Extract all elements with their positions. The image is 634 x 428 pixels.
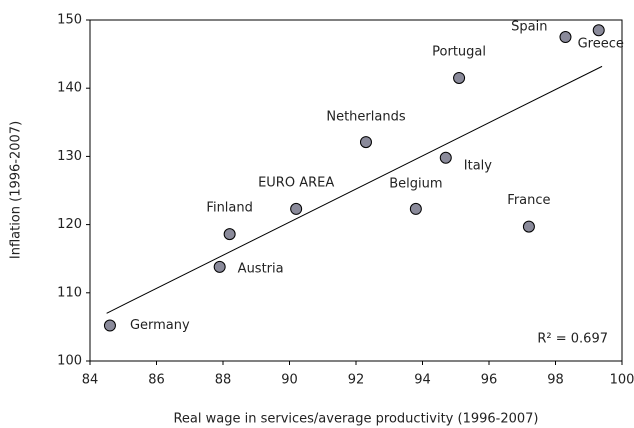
point	[439, 151, 452, 164]
point	[409, 202, 422, 215]
point	[522, 220, 535, 233]
x-tick-label: 84	[82, 373, 99, 388]
annotation: R² = 0.697	[537, 332, 608, 347]
x-tick-label: 96	[481, 373, 498, 388]
y-tick-label: 120	[57, 217, 82, 232]
plot-frame	[89, 19, 623, 362]
trend-line	[106, 65, 603, 314]
point	[559, 31, 572, 44]
x-tick-label: 100	[610, 373, 634, 388]
y-axis-label: Inflation (1996-2007)	[9, 121, 24, 259]
point-label: Greece	[578, 37, 624, 52]
x-tick-label: 86	[148, 373, 165, 388]
point-label: Spain	[511, 20, 547, 35]
point-label: EURO AREA	[258, 175, 334, 190]
y-tick-label: 150	[57, 13, 82, 28]
point	[359, 136, 372, 149]
point	[453, 71, 466, 84]
y-tick-label: 130	[57, 149, 82, 164]
y-tick-label: 110	[57, 285, 82, 300]
y-tick-label: 140	[57, 81, 82, 96]
x-tick-label: 98	[547, 373, 564, 388]
point-label: Netherlands	[326, 110, 405, 125]
point-label: Italy	[464, 158, 493, 173]
point	[223, 228, 236, 241]
point	[592, 24, 605, 37]
x-tick-label: 88	[215, 373, 232, 388]
x-tick-label: 94	[414, 373, 431, 388]
y-tick-label: 100	[57, 354, 82, 369]
x-axis-label: Real wage in services/average productivi…	[173, 412, 538, 427]
point-label: Portugal	[432, 44, 486, 59]
point	[103, 319, 116, 332]
point-label: France	[507, 193, 550, 208]
point-label: Belgium	[389, 176, 442, 191]
point	[290, 202, 303, 215]
point-label: Germany	[130, 318, 190, 333]
point	[213, 260, 226, 273]
x-tick-label: 90	[281, 373, 298, 388]
point-label: Austria	[238, 261, 284, 276]
point-label: Finland	[206, 201, 252, 216]
x-tick-label: 92	[348, 373, 365, 388]
